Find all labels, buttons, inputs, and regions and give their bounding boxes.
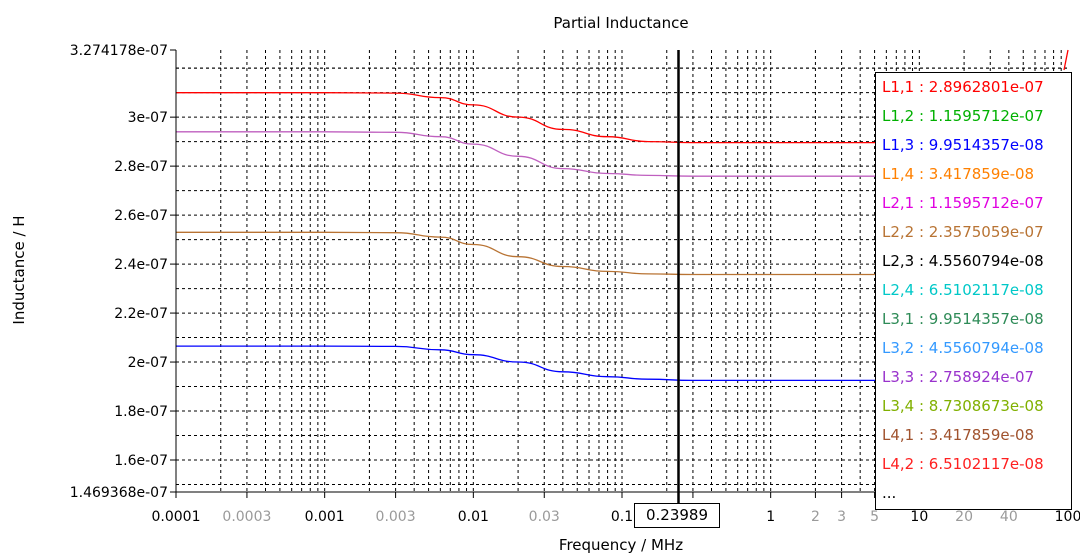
legend-item: L2,1 : 1.1595712e-07 (882, 194, 1044, 212)
y-tick-label: 2e-07 (128, 355, 168, 371)
y-tick-label: 1.8e-07 (114, 404, 168, 420)
legend-item: L2,3 : 4.5560794e-08 (882, 252, 1044, 270)
x-tick-label: 2 (811, 509, 820, 525)
y-tick-label: 1.6e-07 (114, 453, 168, 469)
legend-item: L3,3 : 2.758924e-07 (882, 368, 1035, 386)
cursor-readout: 0.23989 (634, 503, 720, 528)
y-axis-label: Inductance / H (10, 215, 28, 324)
series-line-L3-3 (176, 131, 1068, 177)
edge-curve-mark (1063, 49, 1069, 71)
y-tick-label: 1.469368e-07 (70, 485, 168, 501)
x-tick-label: 0.0003 (222, 509, 271, 525)
x-tick-label: 3 (837, 509, 846, 525)
axes: 3.274178e-07 3e-07 2.8e-07 2.6e-07 2.4e-07 2.… (70, 43, 1080, 525)
y-tick-label: 3.274178e-07 (70, 43, 168, 59)
legend-item: L1,4 : 3.417859e-08 (882, 165, 1035, 183)
y-tick-label: 2.2e-07 (114, 306, 168, 322)
x-tick-label: 10 (910, 509, 928, 525)
series-line-L2-2 (175, 231, 1068, 276)
legend-item: L2,4 : 6.5102117e-08 (882, 281, 1044, 299)
chart-title: Partial Inductance (553, 14, 688, 32)
legend-item: L1,2 : 1.1595712e-07 (882, 107, 1044, 125)
legend[interactable]: L1,1 : 2.8962801e-07 L1,2 : 1.1595712e-07… (875, 72, 1072, 510)
legend-item: L1,1 : 2.8962801e-07 (882, 78, 1044, 96)
x-tick-label: 0.0001 (152, 509, 201, 525)
legend-item: L4,1 : 3.417859e-08 (882, 426, 1035, 444)
legend-item: L2,2 : 2.3575059e-07 (882, 223, 1044, 241)
x-tick-label: 40 (1000, 509, 1018, 525)
series-line-L1-1 (176, 92, 1068, 144)
x-tick-label: 0.01 (458, 509, 489, 525)
series-line-L4-4 (176, 345, 1068, 382)
legend-item: L3,2 : 4.5560794e-08 (882, 339, 1044, 357)
series-layer (175, 49, 1069, 382)
legend-item: L4,2 : 6.5102117e-08 (882, 455, 1044, 473)
legend-item: L3,1 : 9.9514357e-08 (882, 310, 1044, 328)
y-tick-label: 2.6e-07 (114, 208, 168, 224)
x-tick-label: 100 (1055, 509, 1080, 525)
legend-item: L1,3 : 9.9514357e-08 (882, 136, 1044, 154)
x-tick-label: 20 (955, 509, 973, 525)
y-tick-label: 2.4e-07 (114, 257, 168, 273)
x-tick-label: 0.1 (611, 509, 633, 525)
grid (176, 50, 1068, 492)
legend-item: ... (882, 484, 897, 502)
x-tick-label: 0.001 (305, 509, 345, 525)
x-axis-label: Frequency / MHz (559, 536, 683, 554)
legend-item: L3,4 : 8.7308673e-08 (882, 397, 1044, 415)
y-tick-label: 2.8e-07 (114, 159, 168, 175)
x-tick-label: 5 (870, 509, 879, 525)
x-tick-label: 0.03 (529, 509, 560, 525)
x-tick-label: 1 (766, 509, 775, 525)
y-tick-label: 3e-07 (128, 110, 168, 126)
x-tick-label: 0.003 (376, 509, 416, 525)
